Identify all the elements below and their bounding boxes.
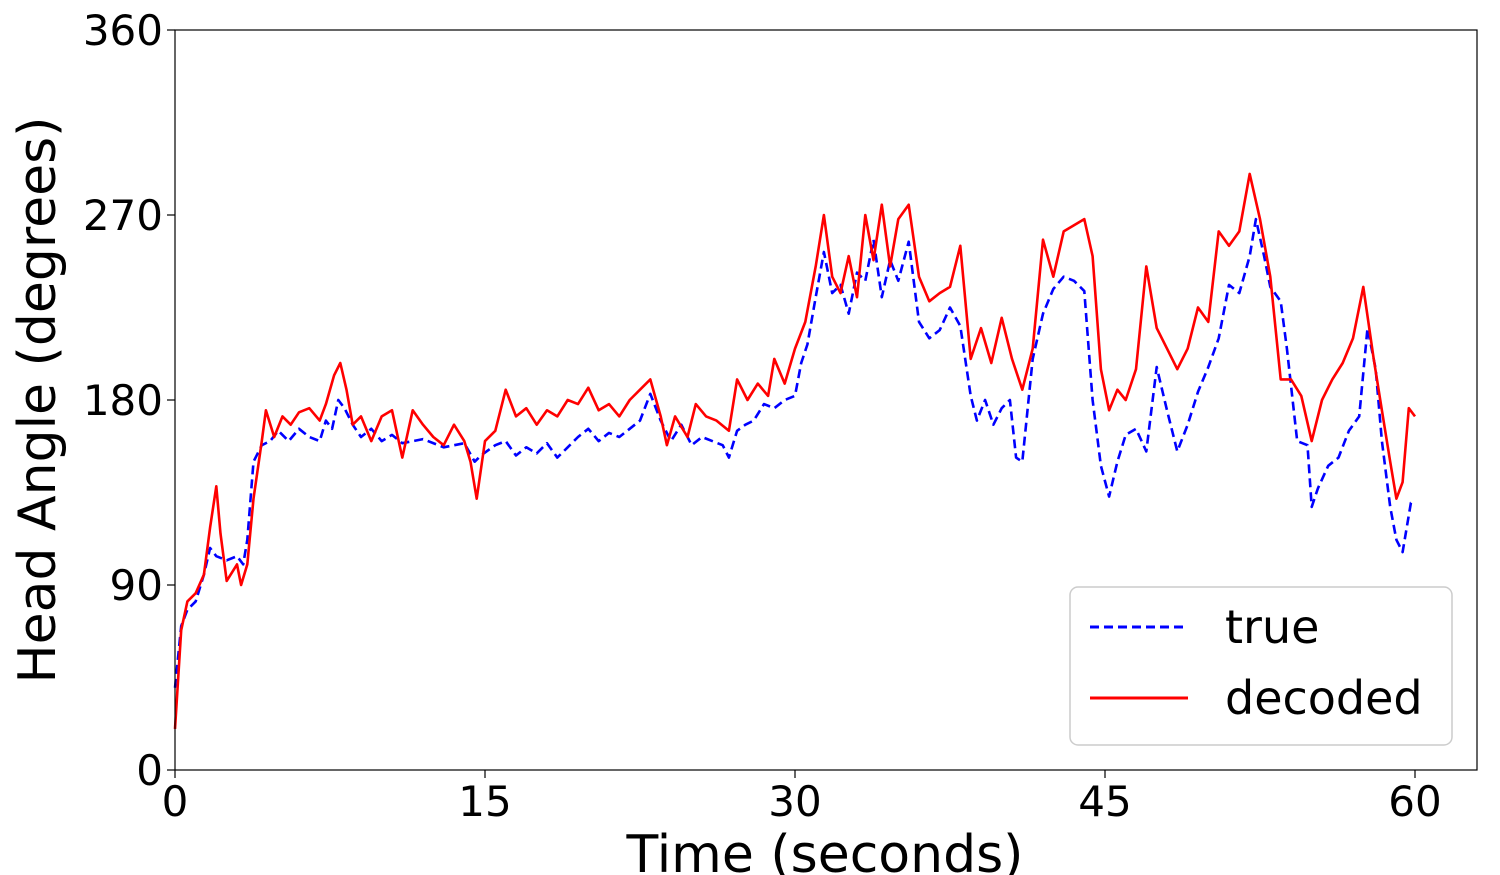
x-tick-label: 15 — [458, 777, 511, 826]
series-line-decoded — [173, 172, 1417, 729]
tick-labels: 0 15 30 45 60 0 90 180 270 360 — [83, 6, 1442, 826]
y-tick-label: 270 — [83, 191, 163, 240]
legend-label-decoded: decoded — [1225, 671, 1423, 725]
series-layer — [173, 172, 1417, 729]
plot-area-frame — [174, 29, 1478, 771]
y-tick-label: 180 — [83, 376, 163, 425]
x-axis-title: Time (seconds) — [626, 825, 1024, 875]
legend-label-true: true — [1225, 600, 1319, 654]
y-tick-label: 90 — [110, 561, 163, 610]
legend: true decoded — [1069, 586, 1453, 746]
x-tick-label: 45 — [1078, 777, 1131, 826]
y-tick-label: 360 — [83, 6, 163, 55]
tick-marks — [167, 29, 1416, 778]
y-axis-title: Head Angle (degrees) — [8, 117, 68, 684]
series-line-true — [173, 217, 1416, 688]
x-tick-label: 0 — [162, 777, 189, 826]
y-tick-label: 0 — [136, 746, 163, 795]
x-tick-label: 30 — [768, 777, 821, 826]
x-tick-label: 60 — [1388, 777, 1441, 826]
